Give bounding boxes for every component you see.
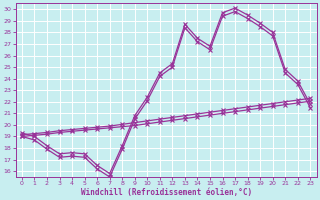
X-axis label: Windchill (Refroidissement éolien,°C): Windchill (Refroidissement éolien,°C)	[81, 188, 252, 197]
